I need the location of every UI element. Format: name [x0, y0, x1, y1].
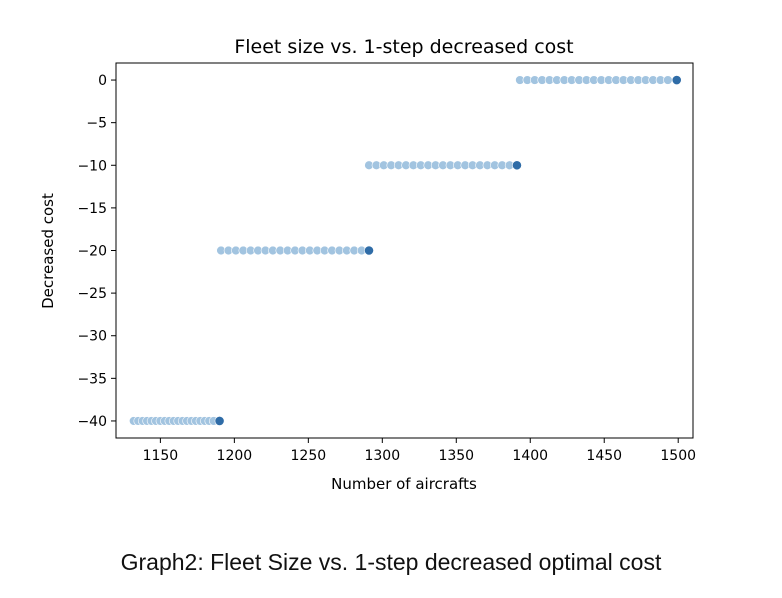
axes: 1150 1200 1250 1300 1350 1400 1450 1500 0 −5 −10 −1… — [77, 73, 696, 464]
step-endpoint-point — [214, 416, 225, 426]
y-tick-label: −20 — [77, 244, 107, 260]
fleet-size-chart: Fleet size vs. 1-step decreased cost 115… — [39, 36, 696, 493]
y-tick-label: 0 — [98, 73, 107, 89]
y-tick-label: −15 — [77, 201, 107, 217]
y-tick-label: −30 — [77, 329, 107, 345]
figure-caption: Graph2: Fleet Size vs. 1-step decreased … — [120, 549, 662, 575]
data-point — [663, 75, 673, 85]
y-tick-label: −5 — [86, 116, 107, 132]
x-tick-label: 1300 — [364, 448, 400, 464]
y-tick-label: −35 — [77, 371, 107, 387]
y-tick-label: −40 — [77, 414, 107, 430]
plot-frame — [115, 62, 694, 439]
x-tick-label: 1250 — [291, 448, 327, 464]
plot-area — [129, 75, 682, 426]
chart-title: Fleet size vs. 1-step decreased cost — [234, 36, 573, 58]
y-tick-label: −25 — [77, 286, 107, 302]
x-tick-label: 1400 — [512, 448, 548, 464]
x-tick-label: 1200 — [217, 448, 253, 464]
y-axis-label: Decreased cost — [39, 193, 57, 309]
step-endpoint-point — [671, 75, 682, 85]
x-tick-label: 1350 — [438, 448, 474, 464]
x-axis-label: Number of aircrafts — [331, 475, 477, 493]
x-tick-label: 1450 — [586, 448, 622, 464]
x-tick-label: 1500 — [660, 448, 696, 464]
step-endpoint-point — [364, 245, 374, 256]
step-endpoint-point — [512, 160, 522, 171]
y-tick-label: −10 — [77, 158, 107, 174]
x-tick-label: 1150 — [143, 448, 179, 464]
